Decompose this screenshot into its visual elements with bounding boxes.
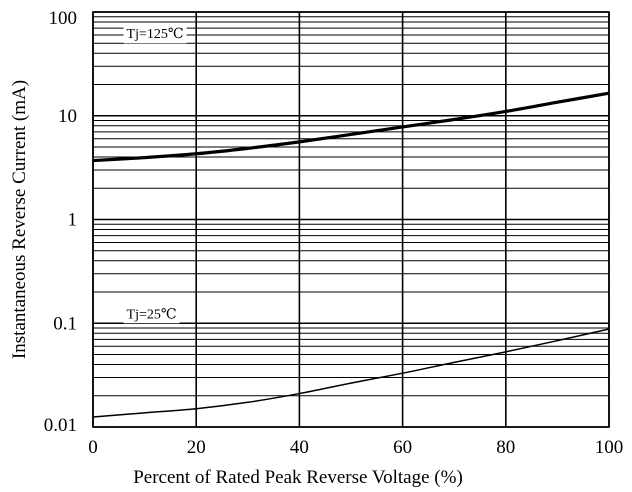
series-label-bg <box>123 26 187 44</box>
y-tick-labels: 0.01 0.1 1 10 100 <box>44 8 77 436</box>
series-line-0 <box>92 91 610 163</box>
series-layer <box>92 91 610 418</box>
x-tick-label: 60 <box>393 437 412 458</box>
series-labels: Tj=125℃ Tj=25℃ <box>123 26 187 324</box>
y-tick-label: 100 <box>49 8 78 29</box>
series-label-bg <box>123 306 180 324</box>
x-tick-label: 0 <box>88 437 98 458</box>
y-tick-label: 0.01 <box>44 415 77 436</box>
x-tick-label: 80 <box>496 437 515 458</box>
y-tick-label: 1 <box>68 210 78 231</box>
plot-frame <box>92 11 610 428</box>
series-label: Tj=25℃ <box>127 307 177 322</box>
x-axis-title: Percent of Rated Peak Reverse Voltage (%… <box>133 467 463 488</box>
y-axis-title: Instantaneous Reverse Current (mA) <box>9 80 30 359</box>
x-tick-label: 20 <box>187 437 206 458</box>
series-line-1 <box>92 328 610 418</box>
minor-gridlines <box>93 16 609 397</box>
y-tick-label: 0.1 <box>53 313 77 334</box>
x-tick-label: 100 <box>595 437 624 458</box>
x-tick-label: 40 <box>290 437 309 458</box>
x-tick-labels: 0 20 40 60 80 100 <box>88 437 623 458</box>
series-label: Tj=125℃ <box>127 27 184 42</box>
y-tick-label: 10 <box>58 106 77 127</box>
